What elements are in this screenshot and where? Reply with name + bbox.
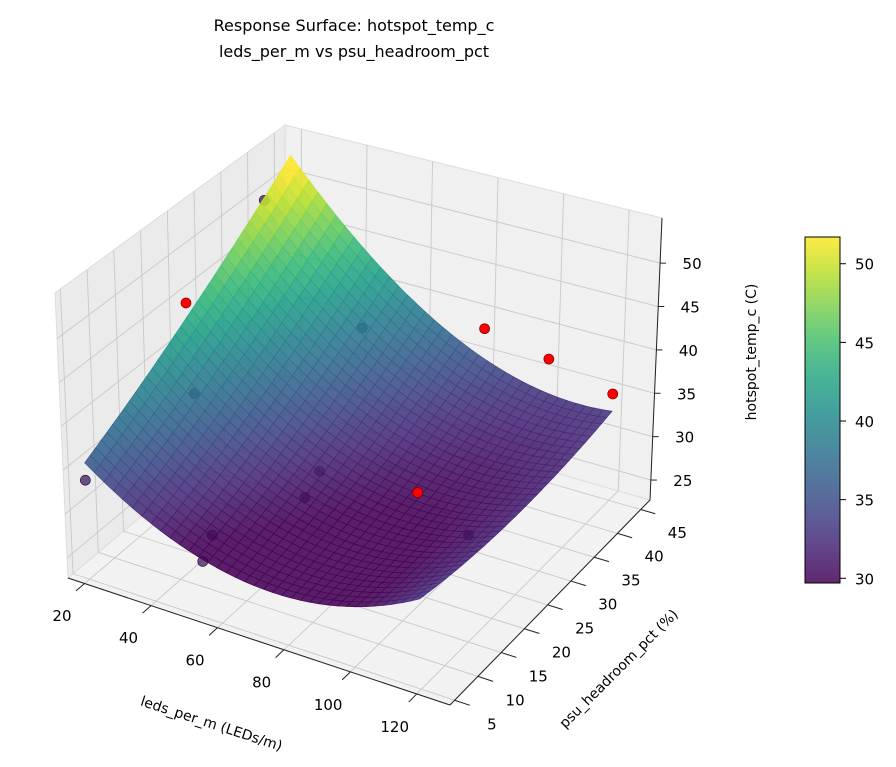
z-tick-label: 25 <box>673 472 692 490</box>
x-tick-label: 100 <box>314 696 343 714</box>
z-grid-line <box>284 209 659 307</box>
z-tick-label: 35 <box>677 385 696 403</box>
z-grid-line <box>284 167 661 264</box>
colorbar <box>804 236 841 584</box>
x-tick <box>341 671 351 681</box>
z-tick-label: 45 <box>681 299 700 317</box>
y-tick-label: 20 <box>552 643 571 661</box>
x-grid-line <box>617 209 630 491</box>
y-tick <box>477 675 494 682</box>
y-tick-label: 35 <box>621 572 640 590</box>
data-point <box>607 388 619 400</box>
x-tick <box>408 693 418 703</box>
colorbar-tick-label: 40 <box>855 413 874 431</box>
z-axis-line <box>649 217 663 501</box>
data-point <box>79 474 91 486</box>
y-tick <box>454 699 471 706</box>
y-tick <box>524 628 540 634</box>
y-tick-label: 30 <box>598 596 617 614</box>
y-tick <box>547 604 563 611</box>
y-tick-label: 45 <box>668 524 687 542</box>
y-axis-line <box>449 499 651 706</box>
x-tick-label: 80 <box>252 674 271 692</box>
chart-subtitle: leds_per_m vs psu_headroom_pct <box>219 42 489 62</box>
x-tick <box>75 583 85 592</box>
x-grid-line <box>416 490 619 695</box>
response-surface <box>84 154 613 608</box>
x-tick <box>142 605 152 614</box>
chart-title: Response Surface: hotspot_temp_c <box>214 16 495 36</box>
x-tick-label: 40 <box>119 629 138 647</box>
colorbar-tick-label: 30 <box>855 570 874 588</box>
scatter-points-visible <box>180 297 619 498</box>
z-tick-label: 30 <box>675 429 694 447</box>
y-tick <box>570 580 586 587</box>
y-grid-line <box>59 289 74 574</box>
colorbar-tick-label: 50 <box>855 256 874 274</box>
y-tick-label: 25 <box>575 620 594 638</box>
x-tick <box>208 627 218 636</box>
x-tick-label: 120 <box>380 718 409 736</box>
x-tick <box>275 649 285 658</box>
y-grid-line <box>98 552 479 677</box>
data-point <box>412 487 424 498</box>
surface-patch <box>410 594 426 602</box>
z-tick-label: 50 <box>683 255 702 273</box>
y-grid-line <box>72 573 455 701</box>
y-tick-label: 15 <box>529 667 548 685</box>
data-point <box>479 323 490 335</box>
y-tick <box>640 509 656 515</box>
z-grid-line <box>56 167 286 339</box>
colorbar-tick-label: 35 <box>855 492 874 510</box>
y-tick <box>617 532 633 539</box>
z-tick-label: 40 <box>679 342 698 360</box>
x-tick-label: 60 <box>186 651 205 669</box>
colorbar-tick-label: 45 <box>855 334 874 352</box>
z-axis-label: hotspot_temp_c (C) <box>744 284 760 421</box>
y-tick-label: 40 <box>645 548 664 566</box>
data-point <box>180 297 192 309</box>
y-tick <box>501 652 517 658</box>
data-point <box>543 353 555 365</box>
y-grid-line <box>86 269 99 553</box>
y-tick <box>594 556 610 563</box>
x-axis-label: leds_per_m (LEDs/m) <box>138 694 284 755</box>
colorbar-ticks: 30 35 40 45 50 <box>840 256 874 588</box>
x-axis-line <box>67 577 451 706</box>
x-tick-label: 20 <box>52 607 71 625</box>
y-tick-label: 5 <box>487 715 497 733</box>
y-tick-label: 10 <box>506 691 525 709</box>
